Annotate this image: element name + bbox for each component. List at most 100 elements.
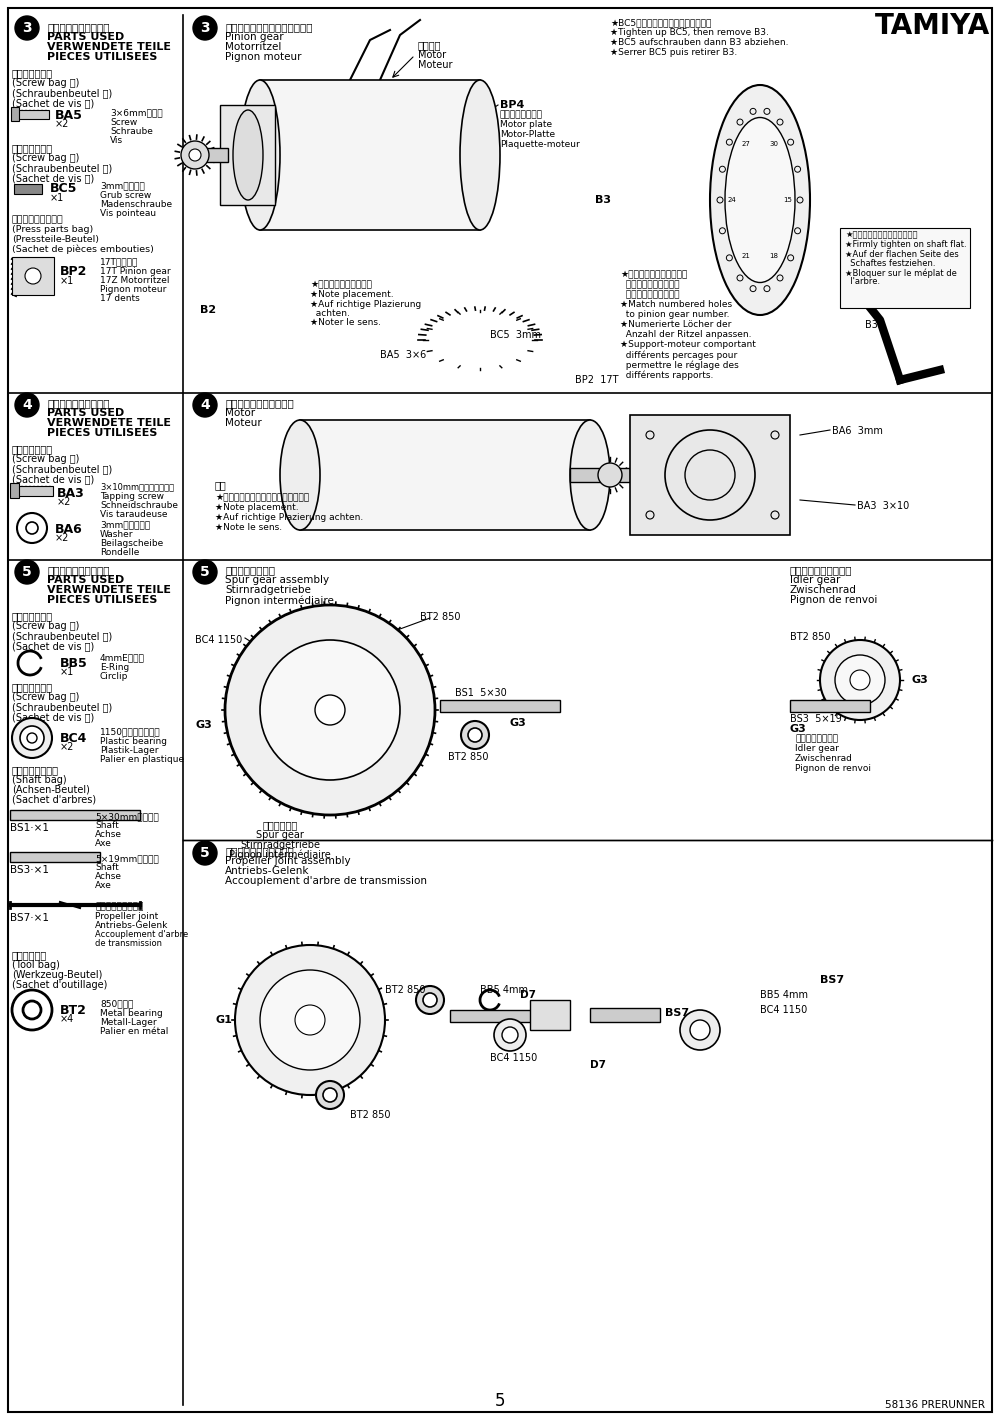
Text: BA6  3mm: BA6 3mm: [832, 426, 883, 436]
Text: (Werkzeug-Beutel): (Werkzeug-Beutel): [12, 970, 102, 980]
Text: ★Numerierte Löcher der: ★Numerierte Löcher der: [620, 320, 731, 329]
Text: 〈プロペラジョイント〉: 〈プロペラジョイント〉: [225, 846, 294, 856]
Text: Shaft: Shaft: [95, 821, 119, 831]
Circle shape: [416, 985, 444, 1014]
Text: BP2: BP2: [60, 266, 87, 278]
Bar: [11, 486, 53, 496]
Text: 5×19mmシャフト: 5×19mmシャフト: [95, 853, 159, 863]
Text: 〈スパーギヤー〉: 〈スパーギヤー〉: [225, 565, 275, 575]
Text: Spur gear assembly: Spur gear assembly: [225, 575, 329, 585]
Text: （ビス袋詰Ａ）: （ビス袋詰Ａ）: [12, 444, 53, 454]
Text: ★Auf der flachen Seite des: ★Auf der flachen Seite des: [845, 250, 959, 258]
Ellipse shape: [240, 80, 280, 230]
Text: 〈ピニオンギヤーの取り付け〉: 〈ピニオンギヤーの取り付け〉: [225, 21, 312, 33]
Bar: [10, 483, 19, 498]
Bar: [14, 185, 42, 195]
Text: 〈使用する小物金具〉: 〈使用する小物金具〉: [47, 565, 110, 575]
Text: BB5 4mm: BB5 4mm: [480, 985, 528, 995]
Text: Palier en métal: Palier en métal: [100, 1027, 168, 1037]
Text: Vis taraudeuse: Vis taraudeuse: [100, 510, 168, 518]
Text: (Sachet de vis Ⓐ): (Sachet de vis Ⓐ): [12, 474, 94, 484]
Text: BS1·×1: BS1·×1: [10, 824, 49, 834]
Circle shape: [468, 728, 482, 743]
Text: BS7·×1: BS7·×1: [10, 913, 49, 923]
Text: ×4: ×4: [60, 1014, 74, 1024]
Text: Schneidschraube: Schneidschraube: [100, 501, 178, 510]
Text: BC5  3mm: BC5 3mm: [490, 329, 541, 339]
Text: 5: 5: [200, 846, 210, 861]
Text: 27: 27: [742, 141, 750, 146]
Text: (Screw bag Ⓐ): (Screw bag Ⓐ): [12, 78, 79, 88]
Text: 4: 4: [200, 398, 210, 412]
Text: 3: 3: [200, 21, 210, 36]
Text: G3: G3: [510, 719, 527, 728]
Circle shape: [12, 719, 52, 758]
Text: モータープレート: モータープレート: [500, 109, 543, 119]
Text: 30: 30: [770, 141, 778, 146]
Text: Stirnradgetriebe: Stirnradgetriebe: [240, 841, 320, 851]
Text: Pignon de renvoi: Pignon de renvoi: [790, 595, 877, 605]
Text: （ビス袋詰Ｃ）: （ビス袋詰Ｃ）: [12, 143, 53, 153]
Text: B3: B3: [865, 320, 878, 329]
Text: BA3: BA3: [57, 487, 85, 500]
Bar: [260, 80, 480, 230]
Text: 17Z Motorritzel: 17Z Motorritzel: [100, 275, 170, 285]
Text: BB5: BB5: [60, 657, 88, 670]
Text: G1: G1: [215, 1015, 232, 1025]
Text: アイドラーギヤー: アイドラーギヤー: [795, 734, 838, 743]
Text: TAMIYA: TAMIYA: [875, 11, 990, 40]
Text: BA6: BA6: [55, 523, 83, 535]
Text: BS3·×1: BS3·×1: [10, 865, 49, 875]
Bar: [440, 700, 560, 711]
Text: Zwischenrad: Zwischenrad: [795, 754, 853, 763]
Text: BC5: BC5: [50, 182, 77, 195]
Text: 24: 24: [728, 197, 736, 203]
Text: BT2 850: BT2 850: [350, 1110, 390, 1120]
Text: PARTS USED: PARTS USED: [47, 33, 124, 43]
Circle shape: [193, 559, 217, 584]
Text: （シャフト袋詰）: （シャフト袋詰）: [12, 765, 59, 775]
Text: （工具袋詰）: （工具袋詰）: [12, 950, 47, 960]
Text: BP4: BP4: [500, 99, 524, 109]
Text: Idler gear: Idler gear: [790, 575, 840, 585]
Text: permettre le réglage des: permettre le réglage des: [620, 361, 739, 369]
Text: to pinion gear number.: to pinion gear number.: [620, 310, 730, 320]
Text: （ビス袋詰Ｃ）: （ビス袋詰Ｃ）: [12, 682, 53, 692]
Circle shape: [25, 268, 41, 284]
Text: Motorritzel: Motorritzel: [225, 43, 281, 53]
Text: ×1: ×1: [60, 275, 74, 285]
Text: Motor: Motor: [418, 50, 446, 60]
Text: ★Noter le sens.: ★Noter le sens.: [310, 318, 381, 327]
Text: ★Support-moteur comportant: ★Support-moteur comportant: [620, 339, 756, 349]
Bar: [630, 415, 790, 535]
Text: Moteur: Moteur: [418, 60, 452, 70]
Text: BA3  3×10: BA3 3×10: [857, 501, 909, 511]
Text: 5: 5: [22, 565, 32, 579]
Text: Pignon moteur: Pignon moteur: [225, 53, 302, 62]
Text: Plastic bearing: Plastic bearing: [100, 737, 167, 746]
Text: Plastik-Lager: Plastik-Lager: [100, 746, 158, 755]
Circle shape: [850, 670, 870, 690]
Circle shape: [15, 559, 39, 584]
Text: (Sachet de pièces embouties): (Sachet de pièces embouties): [12, 246, 154, 254]
Circle shape: [323, 1088, 337, 1102]
Ellipse shape: [233, 109, 263, 200]
Text: Rondelle: Rondelle: [100, 548, 139, 557]
Bar: [220, 105, 275, 204]
Text: Achse: Achse: [95, 831, 122, 839]
Text: 3mmワッシャー: 3mmワッシャー: [100, 520, 150, 530]
Ellipse shape: [280, 420, 320, 530]
Text: 〈アイドラーギヤー〉: 〈アイドラーギヤー〉: [790, 565, 852, 575]
Text: (Schraubenbeutel Ⓒ): (Schraubenbeutel Ⓒ): [12, 701, 112, 711]
Bar: [590, 1008, 660, 1022]
Text: (Schraubenbeutel Ⓒ): (Schraubenbeutel Ⓒ): [12, 163, 112, 173]
Text: BB5 4mm: BB5 4mm: [760, 990, 808, 1000]
Text: Motor: Motor: [225, 408, 255, 417]
Bar: [450, 1010, 540, 1022]
Bar: [840, 229, 970, 308]
Ellipse shape: [725, 118, 795, 283]
Text: Zwischenrad: Zwischenrad: [790, 585, 857, 595]
Text: BC4 1150: BC4 1150: [760, 1005, 807, 1015]
Text: 〈モーターの取り付け〉: 〈モーターの取り付け〉: [225, 398, 294, 408]
Text: D7: D7: [590, 1059, 606, 1071]
